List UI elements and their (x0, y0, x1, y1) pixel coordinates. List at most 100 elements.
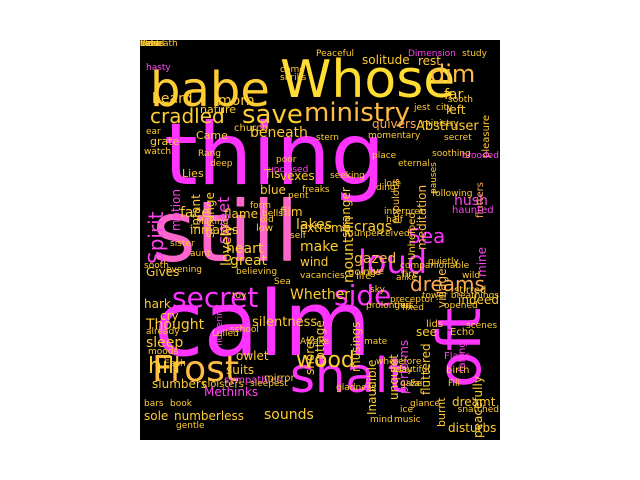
word-scenes: scenes (466, 321, 498, 331)
word-gladness: gladness (336, 383, 377, 393)
word-opened: opened (444, 301, 478, 311)
word-thus: thus (394, 301, 414, 311)
word-face: face (180, 205, 210, 221)
word-mind: mind (370, 415, 393, 425)
word-sea: Sea (408, 224, 446, 248)
word-sleep: sleep (146, 335, 184, 351)
word-wild: wild (462, 271, 481, 281)
word-make: make (300, 239, 339, 255)
word-numberless: numberless (174, 409, 245, 423)
word-great: great (230, 253, 268, 269)
word-beneath: Beneath (140, 40, 178, 49)
word-snatched: snatched (457, 405, 499, 415)
word-haunted: haunted (452, 205, 494, 216)
word-form: form (250, 201, 271, 211)
word-calm: calm (154, 272, 372, 377)
word-whose: Whose (280, 50, 456, 110)
word-gives: Gives (146, 265, 180, 279)
word-unperceived: unperceived (354, 229, 410, 239)
word-falling: falling (457, 341, 468, 372)
word-shalt: shalt (290, 348, 407, 404)
word-cloud: cloud (140, 40, 165, 49)
word-thought: Thought (146, 317, 205, 333)
word-wood: wood (296, 348, 355, 373)
word-fluttering: fluttering (215, 304, 225, 346)
word-indeed: indeed (458, 293, 499, 307)
word-pent: pent (288, 191, 309, 201)
word-sea: Sea (274, 277, 291, 287)
word-hark: hark (144, 297, 171, 311)
word-film: film (280, 205, 303, 219)
word-quivers: quivers (372, 117, 417, 131)
word-lulled: Lulled (212, 329, 239, 339)
word-bells: bells (262, 209, 283, 219)
word-secret: secret (172, 281, 259, 314)
word-following: following (432, 189, 473, 199)
word-dimension: Dimension (408, 49, 456, 59)
word-fixed: fixed (402, 303, 424, 313)
word-companionable: companionable (400, 261, 470, 271)
word-lids: lids (426, 319, 444, 330)
word-fair: Fair (410, 379, 427, 389)
word-half: half (386, 215, 403, 225)
word-peaceful: Peaceful (316, 49, 355, 59)
word-tower: tower (422, 291, 448, 301)
word-soul: soul (140, 40, 159, 49)
word-echo: Echo (140, 40, 162, 49)
word-cradled: cradled (150, 104, 225, 128)
word-sole: sole (144, 409, 169, 423)
word-rest: rest (418, 54, 442, 68)
word-gaze: gaze (400, 379, 422, 389)
word-breathings: breathings (450, 291, 499, 301)
word-music: music (394, 415, 421, 425)
word-bars: bars (144, 399, 164, 409)
word-vacancies: vacancies (300, 271, 345, 281)
word-slumbers: slumbers (152, 377, 208, 391)
word-ear: ear (146, 127, 161, 137)
word-gentle: gentle (176, 421, 205, 431)
word-motion: motion (169, 189, 183, 232)
word-ding: ding (376, 183, 396, 193)
word-jest: jest (414, 103, 431, 113)
word-mate: mate (364, 337, 388, 347)
word-low: low (256, 223, 274, 234)
word-sympathies: sympathies (224, 375, 282, 386)
word-alike: alike (396, 273, 417, 283)
word-ministry: ministry (304, 98, 411, 128)
word-heard: heard (152, 91, 193, 107)
word-sounds: sounds (264, 407, 314, 423)
word-momentary: momentary (368, 131, 421, 141)
word-brooded: brooded (461, 151, 499, 161)
word-see: see (416, 325, 438, 339)
word-believing: believing (236, 267, 278, 277)
word-dim: dim (430, 60, 476, 88)
word-freaks: freaks (302, 185, 330, 195)
word-stirred: stirred (454, 285, 487, 296)
word-blue: blue (260, 183, 286, 197)
word-extreme: extreme (300, 221, 351, 235)
word-place: place (372, 151, 397, 161)
word-hill: hill (148, 354, 181, 379)
word-wind: wind (300, 255, 329, 269)
word-dreams: dreams (410, 272, 485, 296)
word-toy: toy (232, 291, 247, 301)
word-ice: ice (400, 405, 413, 415)
word-left: left (446, 103, 466, 117)
word-life: life (356, 271, 372, 282)
word-mirror: mirror (264, 373, 295, 384)
word-musings: musings (349, 322, 363, 373)
word-live: live (368, 267, 384, 277)
word-awake: Awake (300, 337, 330, 347)
word-lakes: lakes (296, 217, 332, 233)
word-cry: cry (160, 309, 179, 323)
word-dreamt: dreamt (452, 395, 496, 409)
word-silentness: silentness (252, 315, 318, 330)
word-watch: watch (144, 147, 172, 157)
word-rang: Rang (198, 149, 221, 159)
word-disturbs: disturbs (448, 421, 497, 435)
word-tis: Tis (264, 167, 281, 181)
word-morn: morn (218, 93, 255, 109)
word-inmates: inmates (190, 223, 239, 237)
word-aunt: aunt (190, 249, 211, 259)
word-far: far (444, 87, 464, 103)
